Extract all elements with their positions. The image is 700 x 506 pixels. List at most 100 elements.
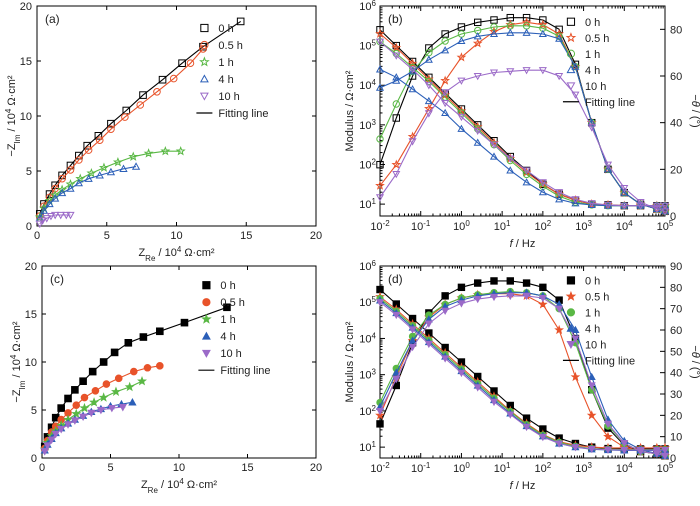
data-point (129, 367, 138, 376)
modulus-point (408, 84, 417, 93)
legend-fit-label: Fitting line (585, 355, 635, 367)
data-point (57, 184, 68, 194)
legend-marker (565, 32, 577, 43)
y-tick-label: 101 (359, 440, 376, 455)
modulus-point (522, 423, 531, 432)
data-point (45, 199, 54, 208)
data-point (89, 397, 100, 407)
y-tick-label: 106 (359, 0, 376, 13)
data-point (175, 145, 186, 156)
modulus-point (489, 152, 499, 160)
phase-point (457, 36, 466, 45)
phase-point (490, 16, 498, 24)
phase-point (636, 200, 645, 208)
legend-marker (566, 65, 576, 74)
y2-tick-label: 40 (670, 118, 682, 130)
legend-marker (565, 290, 577, 301)
modulus-point (392, 52, 401, 60)
data-point (57, 188, 67, 197)
data-point (39, 206, 49, 214)
phase-point (424, 55, 433, 63)
data-point (98, 392, 109, 402)
phase-point (660, 208, 670, 216)
data-point (131, 162, 141, 170)
y-tick-label: 10 (25, 357, 37, 369)
data-point (91, 387, 100, 395)
legend-marker (566, 82, 576, 91)
data-point (79, 402, 90, 413)
data-point (111, 386, 121, 396)
phase-point (538, 294, 547, 303)
y2-tick-label: 80 (670, 24, 682, 36)
phase-point (376, 160, 384, 169)
data-point (35, 220, 44, 229)
phase-point (571, 335, 580, 343)
nyquist-panel-0: 0 5 10 15 20 0 5 10 15 20 ZRe / 104 Ω·cm² −ZIm / 10… (4, 1, 323, 263)
data-point (107, 125, 115, 133)
phase-point (555, 25, 563, 34)
x-tick-label: 100 (453, 461, 470, 476)
legend-marker (202, 298, 211, 307)
phase-point (408, 138, 417, 146)
phase-point (537, 19, 548, 29)
y-axis-label: Modulus / Ω·cm² (344, 321, 356, 402)
phase-point (457, 283, 466, 292)
phase-point (506, 277, 514, 285)
panel-label: (a) (45, 12, 60, 26)
data-point (78, 413, 88, 422)
legend-entry: 4 h (585, 65, 600, 77)
data-point (56, 211, 65, 220)
y-tick-label: 10 (20, 111, 32, 123)
phase-point (441, 30, 449, 38)
y-axis-label: −ZIm / 104 Ω·cm² (4, 75, 22, 157)
x-tick-label: 5 (107, 462, 113, 474)
x-tick-label: 102 (535, 461, 552, 476)
data-point (180, 318, 189, 327)
phase-point (456, 52, 467, 62)
phase-point (521, 17, 532, 27)
x-tick-label: 101 (494, 461, 511, 476)
data-point (143, 363, 152, 372)
x-tick-label: 0 (34, 230, 40, 242)
modulus-point (408, 326, 417, 334)
data-point (223, 303, 231, 312)
y-tick-label: 20 (25, 261, 37, 273)
panel-label: (d) (388, 272, 403, 286)
x-tick-label: 105 (657, 461, 674, 476)
legend-entry: 10 h (220, 348, 241, 360)
y-tick-label: 104 (359, 78, 376, 93)
data-point (57, 426, 66, 434)
data-point (79, 377, 87, 385)
phase-point (375, 180, 385, 190)
modulus-point (587, 445, 596, 454)
phase-point (408, 344, 417, 352)
modulus-point (424, 96, 433, 105)
phase-point (537, 299, 548, 309)
modulus-point (424, 340, 433, 349)
data-point (199, 42, 207, 51)
modulus-point (522, 170, 531, 179)
phase-point (538, 67, 547, 75)
phase-point (522, 28, 531, 36)
modulus-point (522, 167, 531, 175)
data-point (95, 136, 104, 144)
modulus-point (441, 108, 450, 117)
x-tick-label: 102 (535, 219, 552, 234)
phase-point (407, 131, 418, 141)
data-point (62, 211, 71, 220)
data-point (156, 362, 164, 370)
phase-point (489, 26, 499, 36)
phase-point (457, 77, 466, 85)
x-tick-label: 15 (240, 230, 252, 242)
phase-point (441, 89, 450, 97)
data-point (118, 403, 127, 412)
phase-point (506, 68, 515, 76)
y-tick-label: 102 (359, 403, 376, 418)
y-tick-label: 101 (359, 197, 376, 212)
data-point (71, 408, 82, 419)
data-point (40, 448, 49, 456)
phase-point (554, 324, 565, 335)
phase-point (489, 69, 499, 77)
modulus-point (441, 355, 450, 363)
